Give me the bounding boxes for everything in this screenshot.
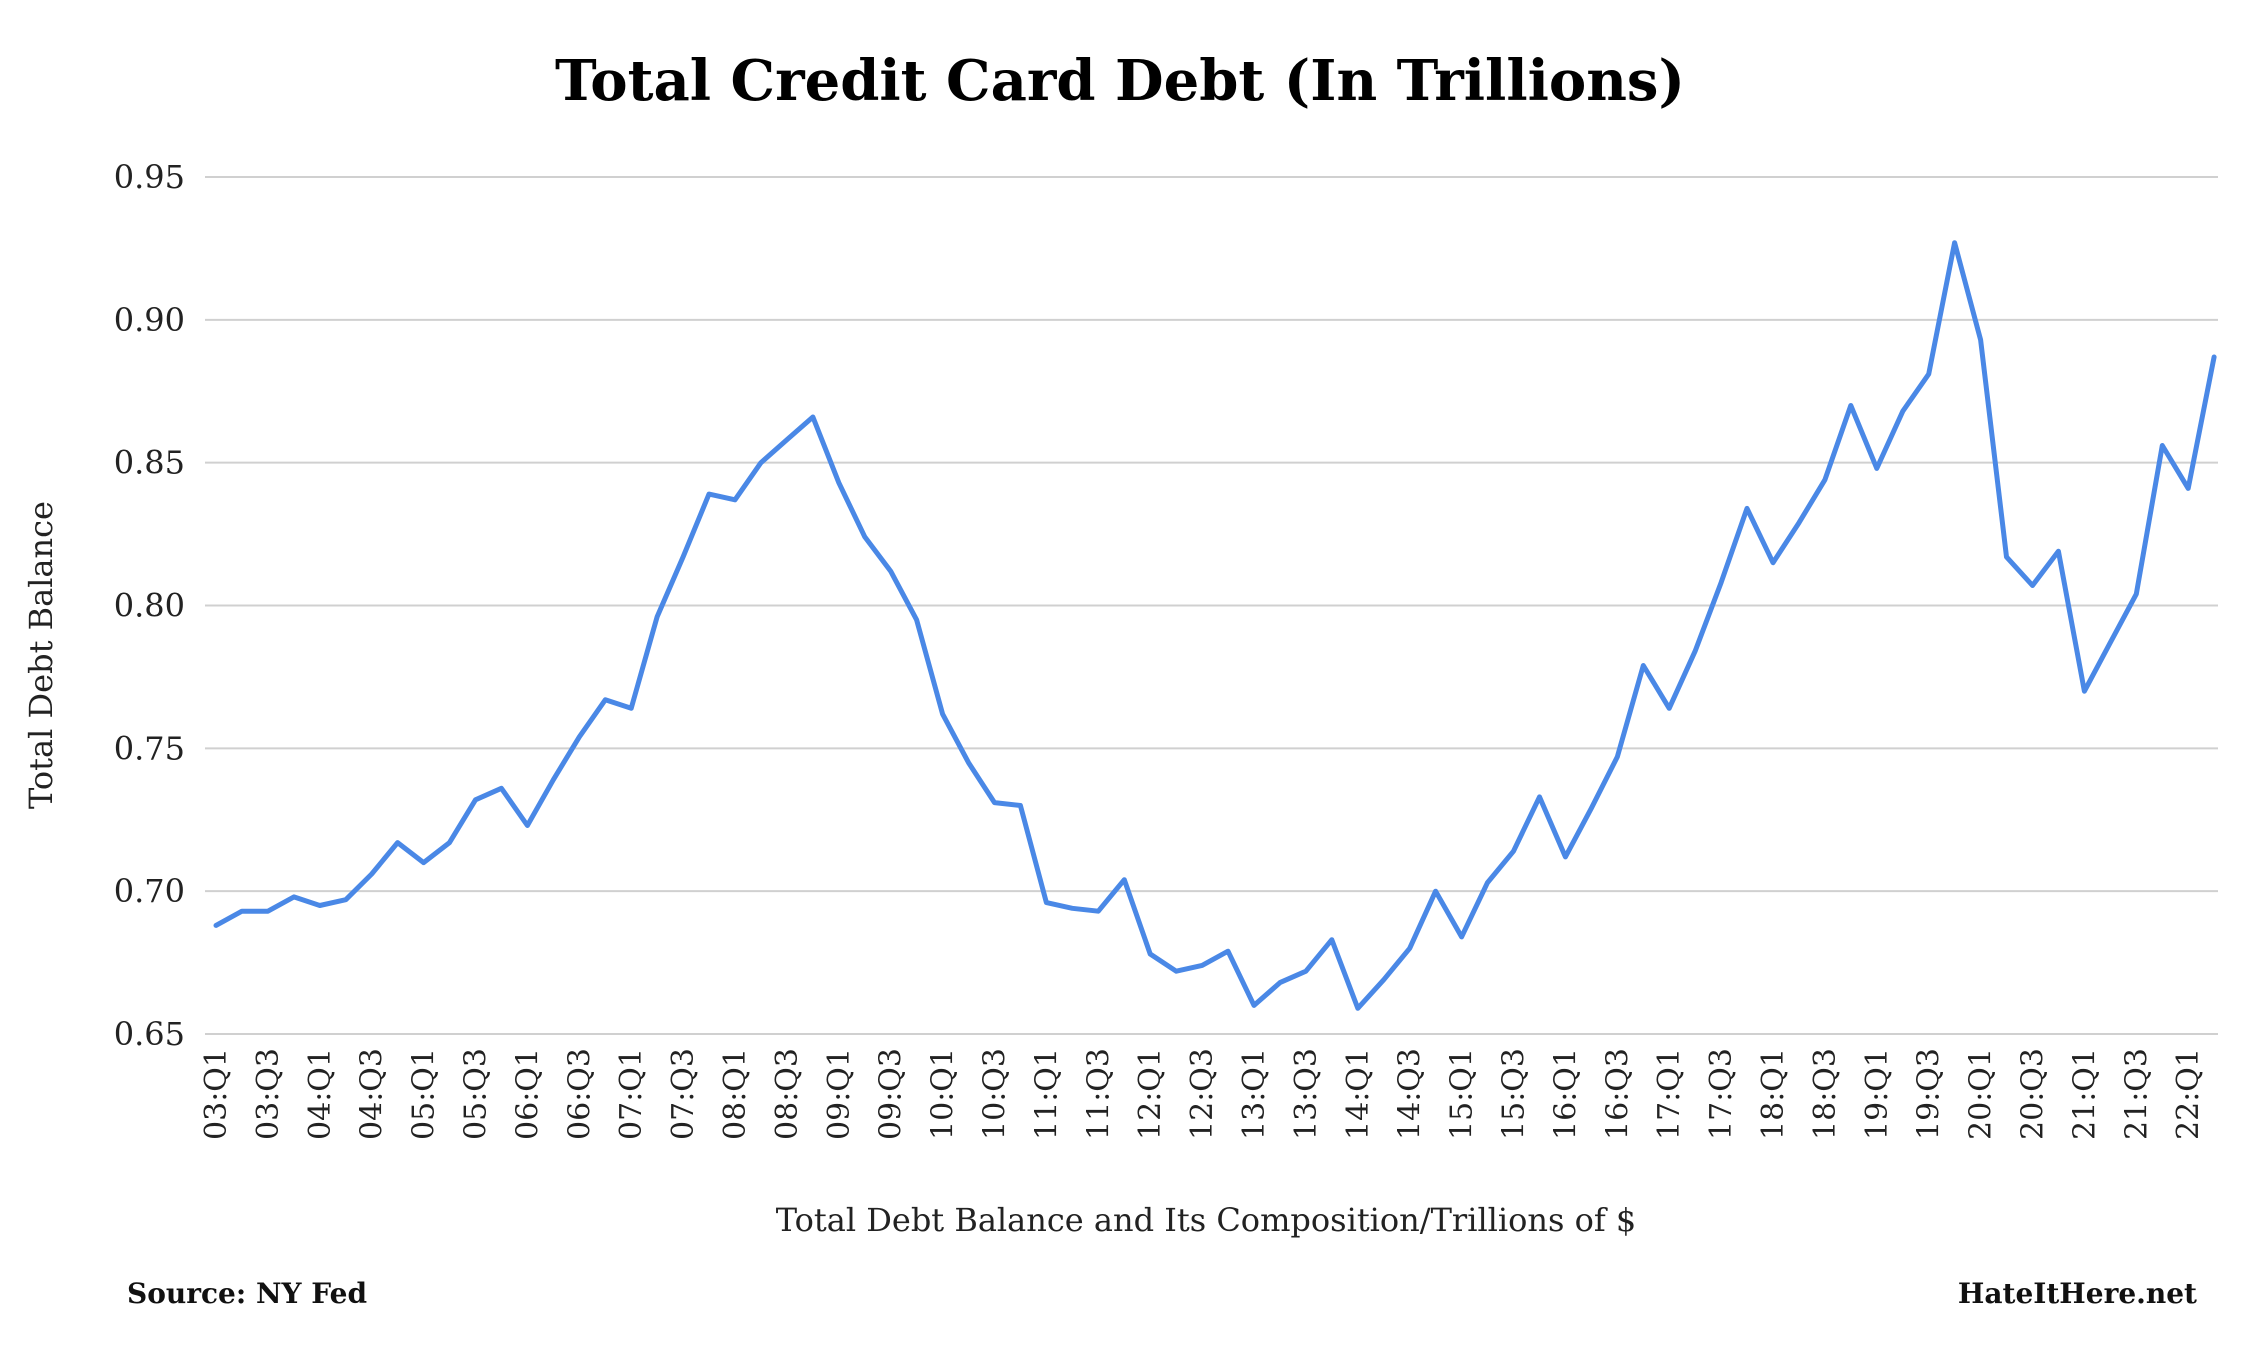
x-tick-label: 12:Q1 [1133,1048,1168,1140]
x-axis-ticks: 03:Q1 03:Q3 04:Q1 04:Q3 05:Q1 05:Q3 06:Q1 06:Q3… [199,1048,2206,1140]
x-tick-label: 07:Q3 [666,1048,701,1140]
y-axis-ticks: 0.95 0.90 0.85 0.80 0.75 0.70 0.65 [114,158,185,1053]
x-tick-label: 04:Q3 [355,1048,390,1140]
x-tick-label: 03:Q3 [251,1048,286,1140]
x-tick-label: 16:Q1 [1548,1048,1583,1140]
x-tick-label: 16:Q3 [1600,1048,1635,1140]
x-tick-label: 22:Q1 [2171,1048,2206,1140]
x-tick-label: 17:Q3 [1704,1048,1739,1140]
source-note: Source: NY Fed [127,1277,367,1310]
x-tick-label: 09:Q3 [874,1048,909,1140]
x-tick-label: 20:Q1 [1964,1048,1999,1140]
series-line [213,240,2217,1011]
x-tick-label: 21:Q1 [2067,1048,2102,1140]
y-tick-label: 0.65 [114,1015,185,1053]
x-tick-label: 14:Q1 [1341,1048,1376,1140]
x-tick-label: 03:Q1 [199,1048,234,1140]
x-tick-label: 09:Q1 [822,1048,857,1140]
x-tick-label: 14:Q3 [1393,1048,1428,1140]
gridlines [205,176,2218,1035]
x-tick-label: 06:Q3 [562,1048,597,1140]
y-tick-label: 0.90 [114,301,185,339]
y-tick-label: 0.80 [114,587,185,625]
x-tick-label: 05:Q1 [407,1048,442,1140]
x-tick-label: 18:Q1 [1756,1048,1791,1140]
x-tick-label: 08:Q1 [718,1048,753,1140]
x-tick-label: 12:Q3 [1185,1048,1220,1140]
x-tick-label: 11:Q3 [1081,1048,1116,1140]
x-tick-label: 10:Q3 [978,1048,1013,1140]
x-tick-label: 17:Q1 [1652,1048,1687,1140]
x-tick-label: 21:Q3 [2119,1048,2154,1140]
y-tick-label: 0.75 [114,729,185,767]
x-tick-label: 19:Q3 [1912,1048,1947,1140]
x-tick-label: 05:Q3 [459,1048,494,1140]
y-tick-label: 0.85 [114,444,185,482]
x-tick-label: 07:Q1 [614,1048,649,1140]
site-credit: HateItHere.net [1958,1277,2197,1310]
x-tick-label: 11:Q1 [1029,1048,1064,1140]
x-tick-label: 15:Q1 [1445,1048,1480,1140]
y-axis-label: Total Debt Balance [22,501,60,809]
chart-title: Total Credit Card Debt (In Trillions) [555,48,1685,114]
x-tick-label: 13:Q3 [1289,1048,1324,1140]
x-tick-label: 20:Q3 [2016,1048,2051,1140]
x-tick-label: 04:Q1 [303,1048,338,1140]
x-axis-label: Total Debt Balance and Its Composition/T… [776,1201,1637,1239]
x-tick-label: 08:Q3 [770,1048,805,1140]
x-tick-label: 13:Q1 [1237,1048,1272,1140]
x-tick-label: 19:Q1 [1860,1048,1895,1140]
x-tick-label: 18:Q3 [1808,1048,1843,1140]
y-tick-label: 0.70 [114,872,185,910]
x-tick-label: 10:Q1 [926,1048,961,1140]
y-tick-label: 0.95 [114,158,185,196]
x-tick-label: 15:Q3 [1497,1048,1532,1140]
x-tick-label: 06:Q1 [510,1048,545,1140]
